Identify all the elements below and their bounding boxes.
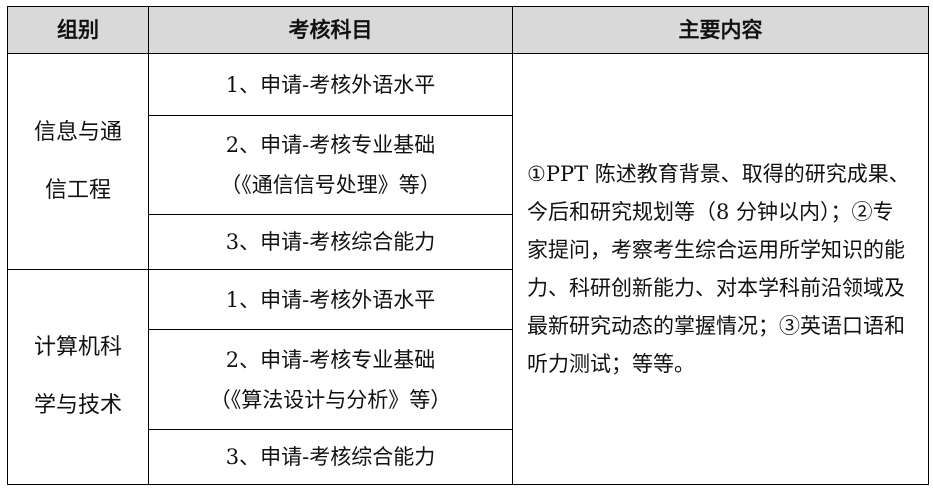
subject-text: 1、申请-考核外语水平 (225, 72, 436, 97)
exam-table: 组别 考核科目 主要内容 信息与通 信工程 1、申请-考核外语水平 ①PPT 陈… (7, 6, 929, 485)
header-group: 组别 (7, 6, 149, 54)
table-row: 2、申请-考核专业基础 （《算法设计与分析》等） (8, 329, 929, 430)
subject-text: 2、申请-考核专业基础 (225, 347, 436, 372)
table-row: 计算机科 学与技术 1、申请-考核外语水平 (7, 269, 929, 485)
subject-cell: 1、申请-考核外语水平 (148, 269, 513, 330)
group-name-line: 信息与通 (33, 119, 122, 145)
group-name-line: 学与技术 (33, 393, 122, 418)
header-row: 组别 考核科目 主要内容 (7, 6, 929, 54)
subject-text: 1、申请-考核外语水平 (225, 287, 436, 312)
group-name-line: 信工程 (44, 177, 111, 203)
header-subject: 考核科目 (148, 6, 513, 54)
subject-text: 2、申请-考核专业基础 (225, 133, 436, 157)
group-name-line: 计算机科 (33, 335, 122, 360)
group-cell: 信息与通 信工程 (7, 53, 149, 270)
subject-text: 3、申请-考核综合能力 (225, 445, 436, 469)
subject-cell: 2、申请-考核专业基础 （《算法设计与分析》等） (148, 329, 513, 430)
subject-cell: 3、申请-考核综合能力 (148, 214, 513, 270)
subject-text: 3、申请-考核综合能力 (225, 230, 436, 254)
subject-cell: 1、申请-考核外语水平 (148, 53, 513, 116)
subject-cell: 3、申请-考核综合能力 (148, 429, 513, 485)
table-row: 3、申请-考核综合能力 (8, 429, 929, 485)
table-row: 2、申请-考核专业基础 （《通信信号处理》等） (8, 115, 929, 215)
group-cell: 计算机科 学与技术 (7, 269, 149, 485)
main-content-cell: ①PPT 陈述教育背景、取得的研究成果、今后和研究规划等（8 分钟以内）；②专家… (512, 53, 929, 485)
header-content: 主要内容 (512, 6, 929, 54)
subject-note: （《算法设计与分析》等） (209, 387, 452, 412)
table-row: 信息与通 信工程 1、申请-考核外语水平 ①PPT 陈述教育背景、取得的研究成果… (7, 53, 929, 485)
subject-cell: 2、申请-考核专业基础 （《通信信号处理》等） (148, 115, 513, 215)
subject-note: （《通信信号处理》等） (220, 173, 441, 197)
